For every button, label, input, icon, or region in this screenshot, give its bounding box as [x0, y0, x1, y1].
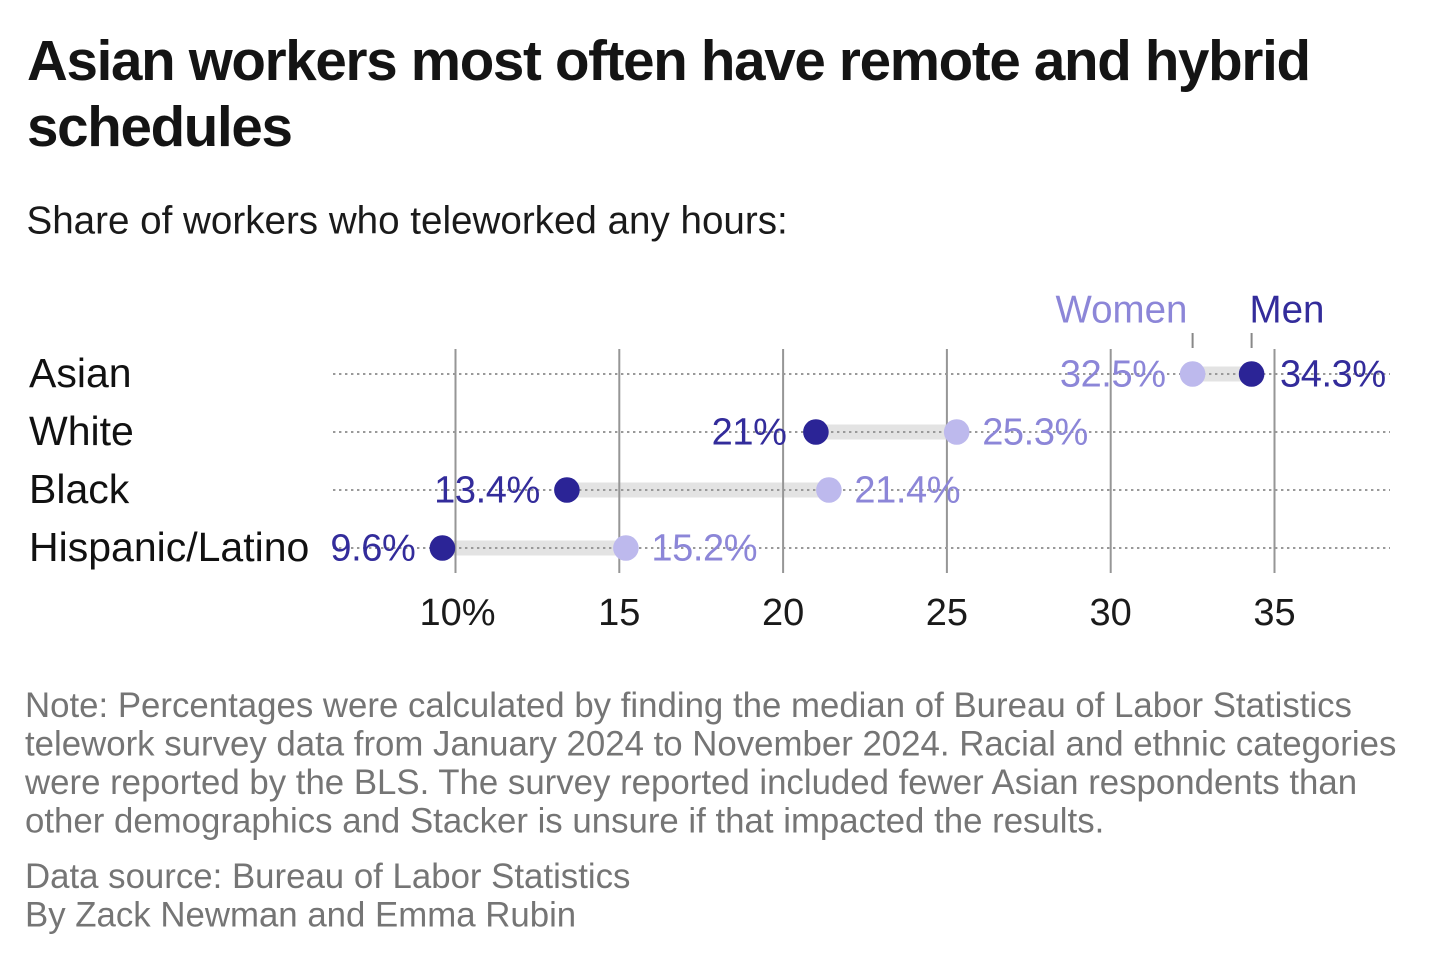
svg-text:Data source: Bureau of Labor S: Data source: Bureau of Labor Statistics — [25, 857, 630, 896]
svg-text:9.6%: 9.6% — [330, 528, 415, 570]
svg-text:telework survey data from Janu: telework survey data from January 2024 t… — [25, 725, 1396, 764]
svg-text:were reported by the BLS. The: were reported by the BLS. The survey rep… — [24, 763, 1357, 802]
svg-text:Asian workers most often have: Asian workers most often have remote and… — [27, 29, 1310, 92]
svg-text:13.4%: 13.4% — [434, 470, 540, 512]
svg-text:30: 30 — [1090, 592, 1132, 634]
svg-text:Asian: Asian — [29, 350, 132, 396]
svg-text:21%: 21% — [712, 412, 787, 454]
svg-text:10%: 10% — [419, 592, 495, 634]
svg-text:32.5%: 32.5% — [1060, 354, 1166, 396]
svg-text:35: 35 — [1253, 592, 1295, 634]
svg-text:Women: Women — [1056, 289, 1188, 332]
svg-text:21.4%: 21.4% — [854, 470, 960, 512]
svg-text:20: 20 — [762, 592, 804, 634]
svg-text:34.3%: 34.3% — [1280, 354, 1386, 396]
svg-text:Share of workers who teleworke: Share of workers who teleworked any hour… — [27, 200, 788, 243]
svg-text:other demographics and Stacker: other demographics and Stacker is unsure… — [25, 802, 1104, 841]
svg-text:White: White — [29, 408, 134, 454]
svg-text:15: 15 — [598, 592, 640, 634]
svg-text:Black: Black — [29, 466, 130, 512]
svg-text:By Zack Newman and Emma Rubin: By Zack Newman and Emma Rubin — [25, 896, 576, 935]
svg-text:Men: Men — [1250, 289, 1325, 332]
svg-text:25: 25 — [926, 592, 968, 634]
svg-text:15.2%: 15.2% — [651, 528, 757, 570]
svg-text:schedules: schedules — [27, 95, 292, 158]
svg-text:Note: Percentages were calcula: Note: Percentages were calculated by fin… — [25, 686, 1352, 725]
svg-text:Hispanic/Latino: Hispanic/Latino — [29, 524, 309, 570]
svg-text:25.3%: 25.3% — [982, 412, 1088, 454]
